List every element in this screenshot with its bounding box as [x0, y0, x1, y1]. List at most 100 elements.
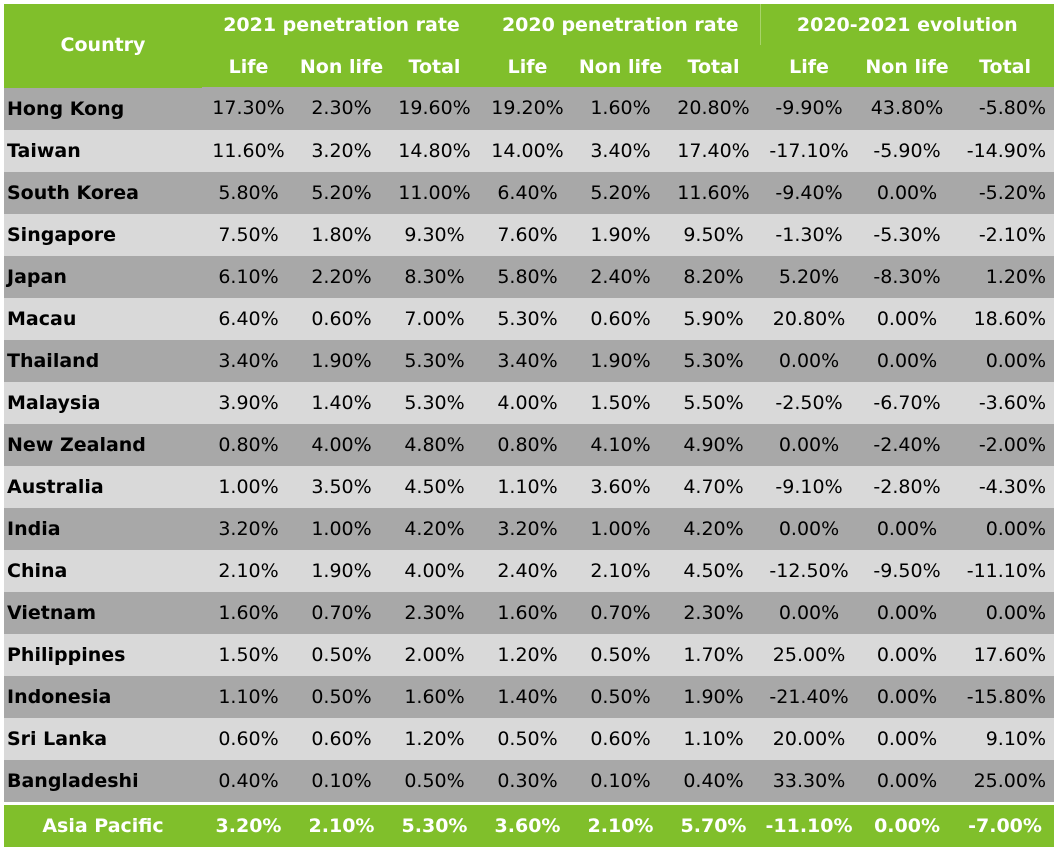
value-cell: -11.10% — [956, 549, 1055, 592]
value-cell: 0.70% — [295, 591, 388, 634]
country-cell: Vietnam — [4, 591, 202, 634]
value-cell: -6.70% — [858, 381, 957, 424]
value-cell: -21.40% — [760, 675, 859, 718]
value-cell: 3.40% — [574, 129, 667, 172]
value-cell: 3.20% — [202, 507, 295, 550]
value-cell: -9.40% — [760, 171, 859, 214]
value-cell: 11.00% — [388, 171, 481, 214]
value-cell: 17.60% — [956, 633, 1055, 676]
value-cell: 5.80% — [202, 171, 295, 214]
country-cell: Taiwan — [4, 129, 202, 172]
value-cell: 1.40% — [481, 675, 574, 718]
value-cell: 0.00% — [858, 633, 957, 676]
value-cell: 0.00% — [858, 591, 957, 634]
value-cell: 0.00% — [858, 675, 957, 718]
value-cell: 4.50% — [667, 549, 761, 592]
value-cell: 1.00% — [574, 507, 667, 550]
value-cell: 19.20% — [481, 87, 574, 130]
value-cell: -4.30% — [956, 465, 1055, 508]
value-cell: 1.50% — [574, 381, 667, 424]
footer-cell: 3.20% — [202, 801, 295, 847]
value-cell: 17.40% — [667, 129, 761, 172]
value-cell: 2.30% — [667, 591, 761, 634]
country-cell: India — [4, 507, 202, 550]
value-cell: 0.70% — [574, 591, 667, 634]
value-cell: 0.80% — [202, 423, 295, 466]
value-cell: 14.80% — [388, 129, 481, 172]
value-cell: 1.10% — [667, 717, 761, 760]
footer-cell: -11.10% — [760, 801, 859, 847]
value-cell: 0.00% — [858, 171, 957, 214]
value-cell: 20.00% — [760, 717, 859, 760]
value-cell: 25.00% — [956, 759, 1055, 803]
value-cell: 1.90% — [295, 549, 388, 592]
value-cell: 4.00% — [295, 423, 388, 466]
value-cell: 5.30% — [388, 381, 481, 424]
value-cell: 0.60% — [202, 717, 295, 760]
value-cell: 7.60% — [481, 213, 574, 256]
country-cell: Japan — [4, 255, 202, 298]
country-cell: New Zealand — [4, 423, 202, 466]
value-cell: 8.20% — [667, 255, 761, 298]
table-footer: Asia Pacific 3.20% 2.10% 5.30% 3.60% 2.1… — [4, 801, 1055, 847]
header-sub-non-life: Non life — [295, 45, 388, 87]
value-cell: 0.00% — [858, 759, 957, 803]
value-cell: 0.00% — [956, 507, 1055, 550]
value-cell: 2.40% — [574, 255, 667, 298]
table-row: China 2.10% 1.90% 4.00% 2.40% 2.10% 4.50% -12.5… — [4, 549, 1055, 592]
value-cell: 0.00% — [760, 507, 859, 550]
table-row: Thailand 3.40% 1.90% 5.30% 3.40% 1.90% 5.30% 0.… — [4, 339, 1055, 382]
value-cell: -9.50% — [858, 549, 957, 592]
table-row: Singapore 7.50% 1.80% 9.30% 7.60% 1.90% 9.50% -… — [4, 213, 1055, 256]
table-row: Australia 1.00% 3.50% 4.50% 1.10% 3.60% 4.70% -… — [4, 465, 1055, 508]
country-cell: Macau — [4, 297, 202, 340]
value-cell: -9.90% — [760, 87, 859, 130]
value-cell: -2.50% — [760, 381, 859, 424]
value-cell: 20.80% — [667, 87, 761, 130]
value-cell: 5.30% — [481, 297, 574, 340]
value-cell: 0.60% — [295, 717, 388, 760]
value-cell: 4.00% — [481, 381, 574, 424]
country-cell: Australia — [4, 465, 202, 508]
table-row: Indonesia 1.10% 0.50% 1.60% 1.40% 0.50% 1.90% -… — [4, 675, 1055, 718]
value-cell: 0.40% — [667, 759, 761, 803]
footer-cell: 3.60% — [481, 801, 574, 847]
value-cell: 2.10% — [574, 549, 667, 592]
value-cell: 6.10% — [202, 255, 295, 298]
value-cell: 1.90% — [667, 675, 761, 718]
header-sub-total: Total — [388, 45, 481, 87]
header-group-2021: 2021 penetration rate — [202, 4, 481, 46]
value-cell: 8.30% — [388, 255, 481, 298]
value-cell: -9.10% — [760, 465, 859, 508]
value-cell: 0.00% — [760, 339, 859, 382]
value-cell: 2.30% — [388, 591, 481, 634]
country-cell: China — [4, 549, 202, 592]
header-sub-life: Life — [202, 45, 295, 87]
value-cell: 4.90% — [667, 423, 761, 466]
value-cell: -14.90% — [956, 129, 1055, 172]
value-cell: -1.30% — [760, 213, 859, 256]
value-cell: 5.30% — [388, 339, 481, 382]
value-cell: 19.60% — [388, 87, 481, 130]
value-cell: 0.00% — [858, 339, 957, 382]
table-header: Country 2021 penetration rate 2020 penet… — [4, 4, 1055, 88]
footer-cell: 5.30% — [388, 801, 481, 847]
value-cell: 9.50% — [667, 213, 761, 256]
value-cell: 0.00% — [956, 591, 1055, 634]
value-cell: -5.80% — [956, 87, 1055, 130]
value-cell: -5.20% — [956, 171, 1055, 214]
value-cell: 4.10% — [574, 423, 667, 466]
value-cell: 0.60% — [574, 297, 667, 340]
value-cell: 9.30% — [388, 213, 481, 256]
value-cell: 7.50% — [202, 213, 295, 256]
value-cell: 0.10% — [295, 759, 388, 803]
value-cell: 5.20% — [760, 255, 859, 298]
value-cell: -12.50% — [760, 549, 859, 592]
value-cell: 2.00% — [388, 633, 481, 676]
value-cell: 4.70% — [667, 465, 761, 508]
value-cell: 3.40% — [202, 339, 295, 382]
country-cell: Thailand — [4, 339, 202, 382]
value-cell: 5.50% — [667, 381, 761, 424]
value-cell: 3.20% — [481, 507, 574, 550]
table-row: Vietnam 1.60% 0.70% 2.30% 1.60% 0.70% 2.30% 0.0… — [4, 591, 1055, 634]
